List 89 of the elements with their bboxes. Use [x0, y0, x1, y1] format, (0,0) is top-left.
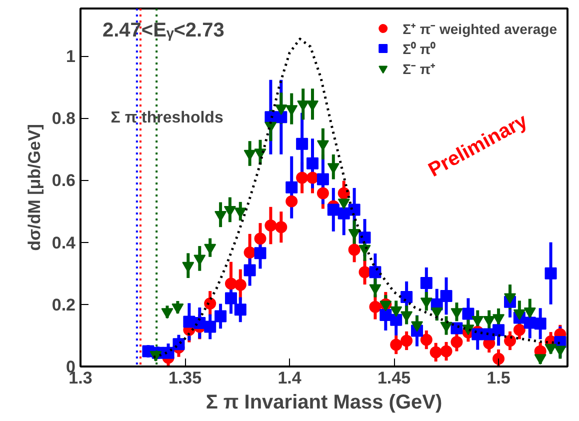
legend-label: Σ⁺ π⁻ weighted average — [402, 20, 557, 38]
point — [244, 246, 256, 259]
point — [524, 308, 536, 318]
point — [440, 290, 452, 302]
point — [492, 314, 505, 325]
point — [338, 207, 350, 220]
point — [244, 150, 256, 160]
annotation: Σ π thresholds — [110, 110, 224, 127]
point — [462, 308, 474, 320]
x-tick-label: 1.35 — [168, 368, 202, 388]
point — [214, 310, 227, 322]
point — [296, 138, 308, 150]
point — [420, 276, 432, 289]
point — [234, 278, 246, 291]
point — [483, 316, 496, 326]
point — [492, 352, 505, 365]
point — [306, 157, 319, 170]
point — [450, 322, 463, 334]
point — [204, 297, 216, 310]
point — [264, 220, 277, 232]
point — [275, 221, 288, 234]
point — [513, 309, 526, 320]
point — [544, 344, 557, 354]
point — [504, 293, 516, 304]
annotation: 2.47<Eᵧ<2.73 — [102, 20, 224, 42]
point — [390, 314, 402, 326]
point — [472, 316, 484, 326]
point — [358, 266, 371, 278]
y-axis-title: dσ/dM [μb/GeV] — [24, 124, 44, 251]
point — [390, 338, 402, 351]
point — [492, 324, 505, 336]
point — [316, 173, 329, 186]
point — [411, 321, 424, 332]
point — [224, 278, 237, 290]
point — [172, 304, 184, 314]
point — [369, 300, 382, 313]
point — [327, 163, 340, 174]
point — [296, 172, 308, 184]
y-tick-label: 0.4 — [52, 233, 76, 252]
x-tick-label: 1.5 — [486, 368, 510, 388]
y-tick-label: 1 — [66, 47, 76, 66]
point — [369, 266, 382, 278]
point — [297, 100, 310, 111]
point — [440, 322, 452, 332]
y-tick-label: 0.2 — [52, 295, 76, 314]
point — [400, 311, 413, 322]
legend-label: Σ⁰ π⁰ — [402, 40, 436, 58]
point — [182, 262, 194, 272]
point — [286, 181, 298, 194]
point — [338, 187, 350, 200]
point — [172, 338, 185, 350]
point — [327, 204, 340, 216]
point — [534, 318, 546, 330]
point — [450, 336, 463, 348]
point — [224, 292, 237, 304]
x-axis-title: Σ π Invariant Mass (GeV) — [206, 392, 442, 414]
point — [400, 334, 413, 347]
point — [380, 300, 392, 312]
x-tick-label: 1.45 — [377, 368, 411, 388]
point — [440, 345, 452, 358]
legend-label: Σ⁻ π⁺ — [402, 60, 436, 78]
point — [420, 334, 432, 346]
point — [348, 244, 360, 256]
point — [513, 324, 526, 336]
point — [534, 354, 546, 365]
point — [400, 290, 413, 303]
point — [204, 244, 216, 254]
point — [254, 232, 266, 245]
point — [430, 346, 442, 358]
point — [275, 104, 288, 116]
point — [504, 334, 516, 347]
y-tick-label: 0.8 — [52, 109, 76, 128]
point — [275, 111, 288, 124]
point — [544, 267, 557, 280]
point — [380, 308, 392, 321]
point — [286, 195, 298, 208]
point — [194, 254, 206, 266]
point — [358, 232, 371, 244]
point — [161, 308, 174, 319]
point — [390, 306, 402, 317]
point — [338, 198, 350, 210]
y-tick-label: 0.6 — [52, 171, 76, 190]
point — [254, 247, 266, 260]
x-tick-label: 1.4 — [278, 368, 302, 388]
point — [316, 187, 329, 200]
point — [348, 204, 360, 216]
point — [244, 264, 256, 276]
point — [204, 320, 216, 333]
point — [234, 304, 246, 316]
